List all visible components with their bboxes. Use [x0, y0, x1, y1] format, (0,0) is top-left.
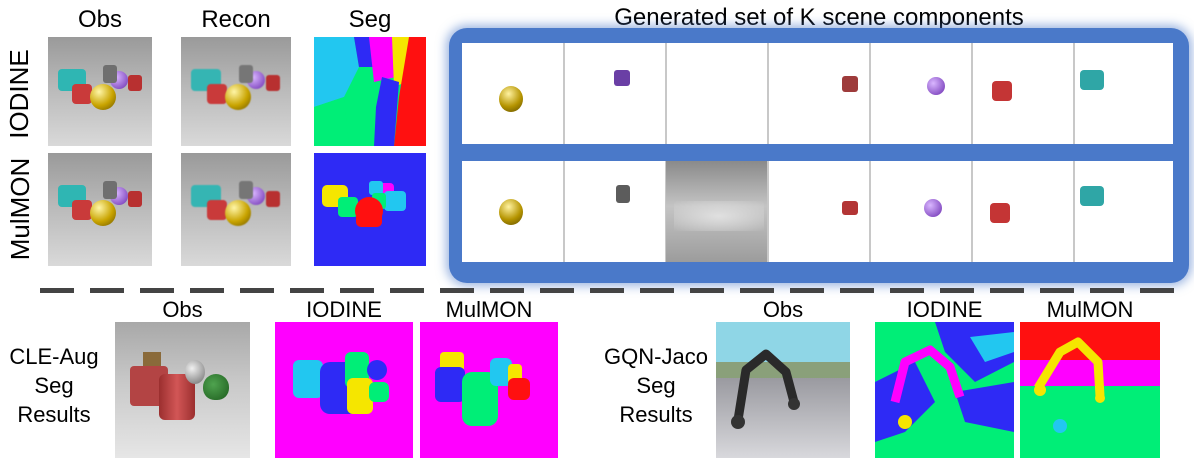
- gray-cylinder: [103, 65, 117, 83]
- gqn-iodine-header: IODINE: [906, 297, 983, 322]
- mulmon-recon-image: [181, 153, 291, 266]
- header-seg: Seg: [348, 6, 392, 33]
- gqn-obs-image: [716, 322, 850, 458]
- gqn-label-line-2: Seg: [636, 373, 676, 398]
- cle-label-line-3: Results: [17, 402, 91, 427]
- component-purple-cylinder: [564, 43, 667, 144]
- component-cyan-cylinder: [1074, 161, 1177, 262]
- component-purple-sphere: [870, 43, 973, 144]
- gqn-iodine-seg-image: [875, 322, 1014, 458]
- component-background: [666, 161, 769, 262]
- shadow-smudge: [674, 201, 764, 231]
- red-cylinder: [72, 200, 92, 220]
- header-recon: Recon: [201, 6, 271, 33]
- cle-iodine-header: IODINE: [306, 297, 382, 322]
- cyan-cylinder: [1080, 186, 1104, 206]
- dashed-divider: [40, 288, 1190, 293]
- brown-cube: [143, 352, 161, 366]
- component-red-cylinder: [768, 43, 871, 144]
- cyan-cylinder: [1080, 70, 1104, 90]
- red-cylinder: [207, 200, 227, 220]
- component-red-cylinder: [768, 161, 871, 262]
- red-cylinder: [128, 191, 142, 207]
- gqn-mulmon-header: MulMON: [1046, 297, 1134, 322]
- purple-cylinder: [614, 70, 630, 86]
- red-cylinder: [128, 75, 142, 91]
- cle-label: CLE-Aug Seg Results: [4, 342, 104, 429]
- cle-mulmon-seg-image: [420, 322, 558, 458]
- gold-sphere: [90, 200, 116, 226]
- red-cylinder: [842, 76, 858, 92]
- purple-sphere: [924, 199, 942, 217]
- gray-cylinder: [239, 65, 253, 83]
- purple-sphere: [927, 77, 945, 95]
- gold-sphere: [499, 86, 523, 112]
- cle-obs-header: Obs: [162, 297, 203, 322]
- gray-cylinder: [103, 181, 117, 199]
- header-components: Generated set of K scene components: [614, 4, 1024, 31]
- cle-label-line-1: CLE-Aug: [9, 344, 99, 369]
- mulmon-components-row: [462, 161, 1173, 262]
- red-cylinder: [72, 84, 92, 104]
- mulmon-obs-image: [48, 153, 152, 266]
- gqn-mulmon-seg-image: [1020, 322, 1160, 458]
- iodine-recon-image: [181, 37, 291, 146]
- gray-cylinder: [239, 181, 253, 199]
- cle-iodine-seg-image: [275, 322, 413, 458]
- gqn-label: GQN-Jaco Seg Results: [598, 342, 714, 429]
- component-gold-sphere: [462, 43, 565, 144]
- gqn-label-line-1: GQN-Jaco: [604, 344, 708, 369]
- silver-sphere: [185, 360, 205, 384]
- mulmon-seg-image: [314, 153, 426, 266]
- gold-sphere: [90, 84, 116, 110]
- gray-cylinder: [616, 185, 630, 203]
- component-gold-sphere: [462, 161, 565, 262]
- red-cylinder: [842, 201, 858, 215]
- iodine-obs-image: [48, 37, 152, 146]
- red-cylinder: [266, 75, 280, 91]
- iodine-components-row: [462, 43, 1173, 144]
- cle-mulmon-header: MulMON: [445, 297, 533, 322]
- red-cylinder: [207, 84, 227, 104]
- cle-label-line-2: Seg: [34, 373, 74, 398]
- gold-sphere: [499, 199, 523, 225]
- row-label-mulmon: MulMON: [5, 157, 35, 261]
- red-cylinder: [990, 203, 1010, 223]
- cle-obs-image: [115, 322, 250, 458]
- component-purple-sphere: [870, 161, 973, 262]
- gold-sphere: [225, 200, 251, 226]
- header-obs: Obs: [77, 6, 122, 33]
- component-red-cylinder: [972, 161, 1075, 262]
- gqn-label-line-3: Results: [619, 402, 693, 427]
- row-label-iodine: IODINE: [4, 49, 34, 139]
- green-duck: [203, 374, 229, 400]
- red-cylinder: [266, 191, 280, 207]
- component-red-cylinder: [972, 43, 1075, 144]
- component-cyan-cylinder: [1074, 43, 1177, 144]
- component-gray-cylinder: [564, 161, 667, 262]
- gold-sphere: [225, 84, 251, 110]
- iodine-seg-image: [314, 37, 426, 146]
- gqn-obs-header: Obs: [762, 297, 804, 322]
- red-cylinder: [992, 81, 1012, 101]
- component-empty: [666, 43, 769, 144]
